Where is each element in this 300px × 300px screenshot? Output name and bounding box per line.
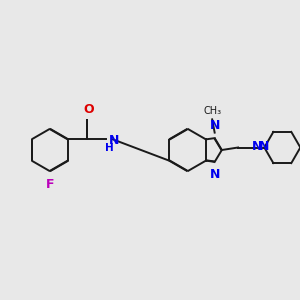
Text: F: F xyxy=(46,178,54,190)
Text: N: N xyxy=(259,140,269,153)
Text: H: H xyxy=(104,143,113,153)
Text: O: O xyxy=(83,103,94,116)
Text: N: N xyxy=(252,140,262,153)
Text: N: N xyxy=(109,134,119,147)
Text: N: N xyxy=(210,119,220,132)
Text: N: N xyxy=(210,168,220,181)
Text: CH₃: CH₃ xyxy=(203,106,221,116)
